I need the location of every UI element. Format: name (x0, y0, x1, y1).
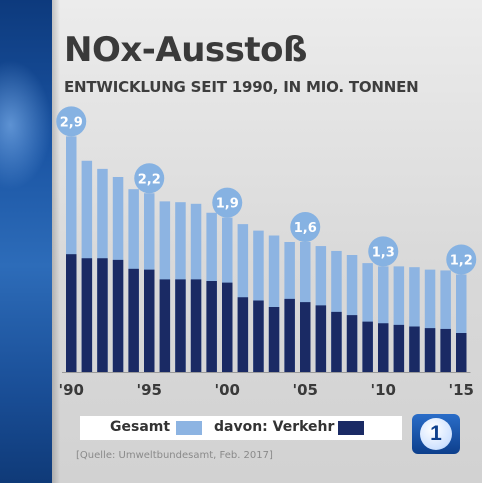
legend-swatch-total (176, 421, 202, 435)
bar-total-2014 (440, 270, 451, 372)
bar-traffic-2002 (253, 300, 264, 372)
legend-swatch-traffic (338, 421, 364, 435)
bar-total-2013 (424, 269, 436, 372)
value-label-2015: 1,2 (450, 254, 473, 269)
x-tick-label: '15 (449, 381, 474, 399)
bar-traffic-2005 (300, 302, 311, 372)
bar-traffic-1997 (175, 279, 186, 372)
x-tick-label: '00 (215, 381, 240, 399)
bar-traffic-2008 (346, 315, 358, 372)
x-tick-label: '90 (59, 381, 84, 399)
bar-traffic-2014 (440, 328, 451, 372)
value-label-2000: 1,9 (216, 197, 239, 212)
ard-logo: 1 (412, 414, 460, 454)
bar-traffic-1992 (97, 258, 108, 372)
value-label-1995: 2,2 (138, 172, 161, 187)
logo-circle-icon (420, 418, 452, 450)
source-note: [Quelle: Umweltbundesamt, Feb. 2017] (76, 450, 273, 461)
value-badge-2005 (290, 212, 321, 242)
bar-traffic-1994 (128, 268, 139, 372)
bar-traffic-1998 (190, 279, 202, 372)
bar-traffic-1999 (206, 281, 217, 372)
bar-traffic-2012 (409, 326, 420, 372)
blue-globe-sidebar (0, 0, 52, 483)
sidebar-shadow (52, 0, 60, 483)
bar-total-2003 (268, 235, 280, 372)
value-badge-1995 (134, 163, 165, 194)
legend-label-total: Gesamt (110, 419, 171, 435)
bar-total-2008 (346, 255, 358, 372)
bar-traffic-2001 (237, 297, 249, 372)
bar-total-2015 (456, 274, 467, 372)
bar-traffic-2010 (378, 323, 389, 372)
bar-total-2007 (331, 250, 342, 372)
bar-traffic-2007 (331, 311, 342, 372)
bar-total-2011 (393, 266, 405, 372)
x-tick-label: '95 (137, 381, 162, 399)
globe-glow (0, 60, 52, 190)
x-tick-label: '05 (293, 381, 318, 399)
chart-title: NOx-Ausstoß (64, 30, 307, 70)
legend-label-traffic: davon: Verkehr (214, 419, 335, 435)
bar-traffic-1993 (112, 259, 124, 372)
value-badge-2010 (368, 236, 399, 267)
x-tick-label: '10 (371, 381, 396, 399)
bar-traffic-2006 (315, 305, 327, 372)
bar-traffic-2009 (362, 321, 373, 372)
value-badge-2015 (446, 244, 477, 275)
bar-traffic-1996 (159, 279, 171, 372)
bar-traffic-1991 (81, 258, 93, 372)
value-badge-1990 (56, 106, 87, 137)
bar-total-2009 (362, 263, 373, 372)
value-label-2010: 1,3 (372, 245, 395, 260)
bar-traffic-2004 (284, 298, 295, 372)
bar-traffic-1990 (66, 254, 77, 372)
bar-traffic-2000 (222, 282, 233, 372)
bar-traffic-2015 (456, 333, 467, 372)
bar-total-2012 (409, 267, 420, 372)
chart-subtitle: ENTWICKLUNG SEIT 1990, IN MIO. TONNEN (64, 78, 419, 96)
legend: Gesamt davon: Verkehr (80, 416, 402, 440)
value-label-1990: 2,9 (60, 115, 83, 130)
logo-text: 1 (430, 422, 442, 445)
bar-traffic-2011 (393, 324, 405, 372)
bar-traffic-2013 (424, 328, 436, 372)
bar-traffic-2003 (268, 307, 280, 372)
bar-traffic-1995 (144, 269, 155, 372)
bar-total-2010 (378, 266, 389, 372)
value-label-2005: 1,6 (294, 221, 317, 236)
value-badge-2000 (212, 187, 243, 218)
